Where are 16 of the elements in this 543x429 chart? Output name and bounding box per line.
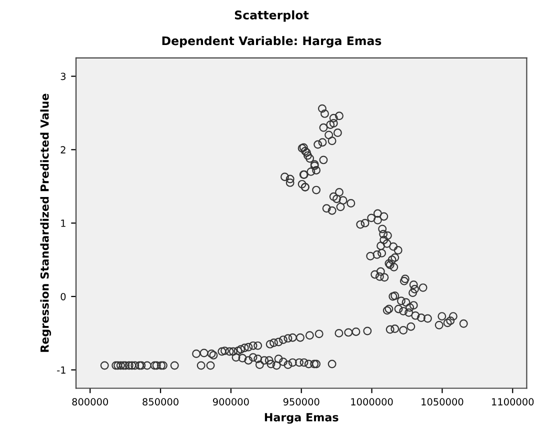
x-tick-label: 1100000 (492, 398, 534, 406)
x-tick-label: 850000 (142, 398, 178, 406)
x-axis-title: Harga Emas (264, 413, 338, 424)
y-tick-label: 3 (60, 72, 66, 80)
y-tick-label: -1 (57, 366, 66, 374)
x-tick-label: 1000000 (351, 398, 393, 406)
chart-title: Scatterplot (234, 10, 309, 22)
y-tick-label: 1 (61, 220, 66, 227)
x-tick-label: 950000 (283, 398, 320, 406)
x-tick-label: 800000 (72, 398, 108, 406)
chart-subtitle: Dependent Variable: Harga Emas (162, 36, 382, 48)
y-axis-title: Regression Standardized Predicted Value (40, 94, 52, 352)
x-tick-label: 900000 (213, 398, 249, 406)
y-tick-label: 2 (60, 146, 66, 154)
y-tick-label: 0 (60, 292, 66, 300)
x-tick-label: 1050000 (422, 398, 464, 406)
